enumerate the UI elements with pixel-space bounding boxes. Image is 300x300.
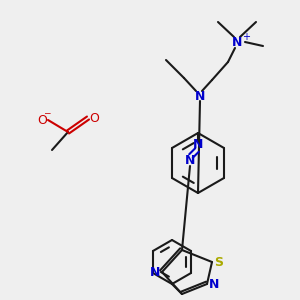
Text: N: N	[195, 89, 205, 103]
Text: O: O	[37, 113, 47, 127]
Text: N: N	[232, 35, 242, 49]
Text: −: −	[43, 109, 51, 118]
Text: N: N	[209, 278, 219, 292]
Text: N: N	[193, 139, 203, 152]
Text: N: N	[150, 266, 160, 280]
Text: O: O	[89, 112, 99, 124]
Text: +: +	[242, 32, 250, 42]
Text: N: N	[185, 154, 195, 167]
Text: S: S	[214, 256, 224, 268]
